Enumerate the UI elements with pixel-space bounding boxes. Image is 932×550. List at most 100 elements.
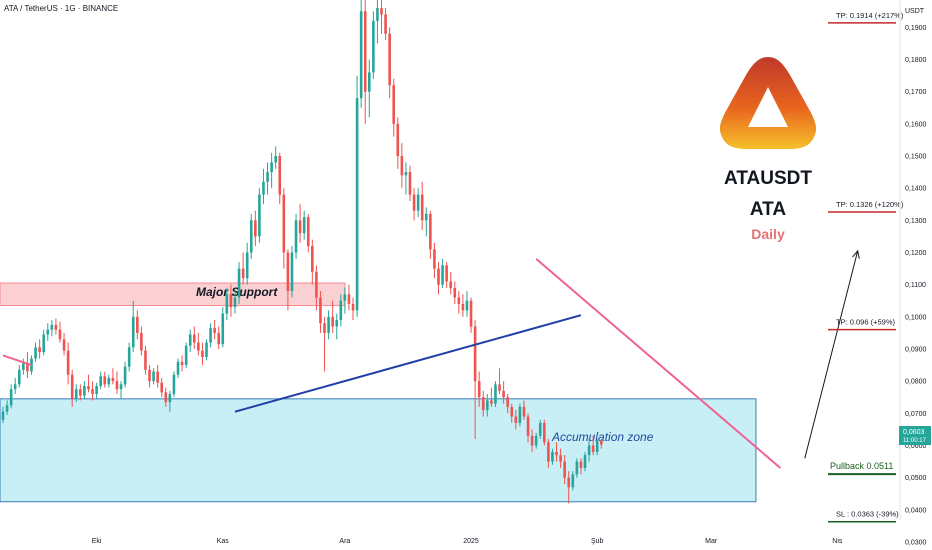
candle-body xyxy=(404,172,408,176)
candle-body xyxy=(449,281,452,288)
candle-body xyxy=(437,268,440,285)
candle-body xyxy=(119,384,123,390)
candle-body xyxy=(217,332,221,345)
candle-body xyxy=(441,265,444,285)
projection-arrow-icon xyxy=(804,250,859,459)
candle-body xyxy=(335,320,339,327)
candle-body xyxy=(538,422,542,436)
candle-body xyxy=(575,461,579,475)
candle-body xyxy=(465,300,469,311)
current-price-tag: 0,0603 11:00:17 xyxy=(899,426,931,445)
candle-body xyxy=(392,85,396,124)
candle-body xyxy=(79,389,82,396)
candle-body xyxy=(380,8,383,15)
candle-body xyxy=(262,181,265,195)
candle-body xyxy=(213,328,216,333)
trendline xyxy=(234,314,582,413)
candle-body xyxy=(543,422,546,443)
candle-body xyxy=(83,385,86,396)
level-label: Pullback 0.0511 xyxy=(830,461,893,471)
candle-body xyxy=(58,329,62,340)
candle-body xyxy=(477,381,481,398)
candle-body xyxy=(579,461,583,468)
candle-body xyxy=(490,400,493,404)
y-tick-label: 0,0700 xyxy=(905,411,927,418)
ata-logo-icon xyxy=(719,57,817,149)
candle-body xyxy=(127,347,131,367)
currency-unit: USDT xyxy=(905,8,925,15)
candle-body xyxy=(254,220,257,237)
candle-body xyxy=(172,374,176,395)
brand-timeframe: Daily xyxy=(751,226,785,242)
candle-body xyxy=(445,265,448,282)
y-tick-label: 0,1400 xyxy=(905,186,927,193)
candle-body xyxy=(400,155,404,176)
x-tick-label: Şub xyxy=(591,538,604,545)
candle-body xyxy=(103,376,107,385)
trendline xyxy=(535,258,782,469)
candle-body xyxy=(54,324,58,330)
candle-body xyxy=(34,347,37,359)
candle-body xyxy=(197,342,200,351)
y-tick-label: 0,1300 xyxy=(905,218,927,225)
candle-body xyxy=(209,328,212,343)
candle-body xyxy=(180,361,184,366)
brand-name: ATA xyxy=(750,199,787,220)
candle-body xyxy=(160,382,164,393)
candle-body xyxy=(152,371,155,382)
candle-body xyxy=(26,363,29,372)
candle-body xyxy=(429,213,432,250)
candle-body xyxy=(107,377,111,385)
candle-body xyxy=(530,435,534,446)
candle-body xyxy=(140,332,143,351)
candle-body xyxy=(46,329,50,335)
candle-body xyxy=(221,313,225,345)
candle-body xyxy=(270,162,273,173)
candle-body xyxy=(70,374,74,399)
candle-body xyxy=(95,385,98,395)
candle-body xyxy=(266,172,269,182)
candle-body xyxy=(384,14,387,34)
candle-body xyxy=(376,8,379,21)
candle-body xyxy=(567,477,571,488)
candle-body xyxy=(38,347,41,353)
candle-body xyxy=(87,385,90,390)
x-tick-label: Mar xyxy=(705,538,718,545)
candle-body xyxy=(131,316,135,348)
candle-body xyxy=(249,220,253,253)
candle-body xyxy=(168,394,172,403)
candle-body xyxy=(388,33,391,86)
candle-body xyxy=(420,194,424,221)
candle-body xyxy=(563,461,566,478)
candle-body xyxy=(502,390,505,398)
candle-body xyxy=(583,455,587,468)
candle-body xyxy=(302,217,306,234)
y-tick-label: 0,0900 xyxy=(905,346,927,353)
candle-body xyxy=(298,220,302,234)
candle-body xyxy=(591,445,595,452)
candle-body xyxy=(481,397,485,411)
candle-body xyxy=(424,213,428,221)
x-tick-label: Kas xyxy=(217,538,230,545)
zone-accumulation xyxy=(0,398,757,503)
candle-body xyxy=(347,294,351,304)
x-axis: Eki Kas Ara 2025 Şub Mar Nis xyxy=(92,538,843,545)
candle-body xyxy=(555,451,558,456)
candle-body xyxy=(526,416,530,436)
candle-body xyxy=(412,194,416,211)
candle-body xyxy=(363,11,367,92)
candle-body xyxy=(571,474,575,488)
candle-body xyxy=(66,350,70,375)
candle-body xyxy=(323,323,326,333)
candle-body xyxy=(396,123,400,156)
candle-body xyxy=(241,268,245,279)
candle-body xyxy=(111,377,115,382)
candle-body xyxy=(282,194,286,253)
x-tick-label: Eki xyxy=(92,538,102,545)
candle-body xyxy=(518,406,522,423)
candle-body xyxy=(510,406,514,417)
candle-body xyxy=(311,246,314,272)
zone-label: Accumulation zone xyxy=(551,430,654,444)
y-tick-label: 0,1800 xyxy=(905,57,927,64)
